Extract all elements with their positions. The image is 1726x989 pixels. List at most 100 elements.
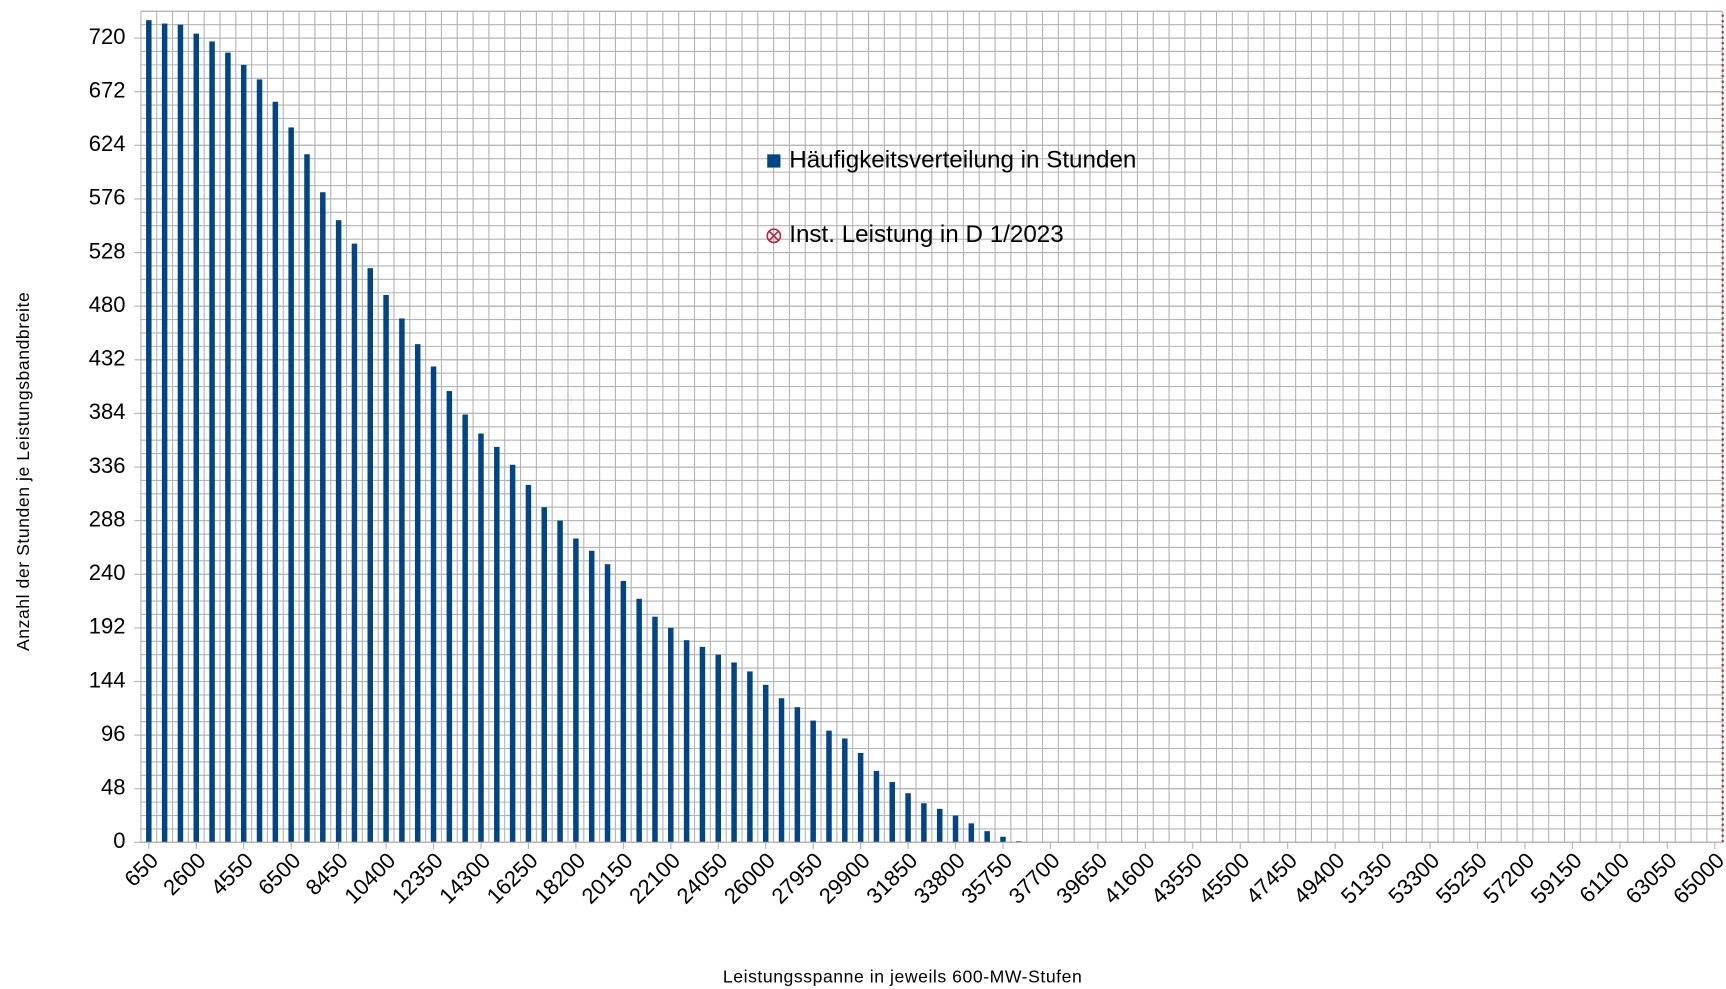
y-tick-label: 0 [113, 828, 125, 853]
bar [177, 24, 184, 843]
y-tick-label: 432 [89, 346, 126, 371]
legend-label: Inst. Leistung in D 1/2023 [789, 221, 1063, 248]
x-tick-label: 14300 [434, 848, 495, 909]
legend-swatch [767, 154, 781, 168]
bar [826, 730, 832, 843]
bar [762, 684, 769, 843]
bar [209, 41, 215, 843]
x-tick-label: 37700 [1004, 848, 1065, 909]
x-tick-label: 16250 [482, 848, 543, 909]
bar [557, 520, 563, 843]
x-tick-label: 41600 [1099, 848, 1160, 909]
bar [731, 662, 737, 843]
bar [494, 446, 500, 843]
bar [320, 192, 326, 843]
bar [414, 344, 421, 843]
bar [509, 464, 516, 843]
x-axis-title: Leistungsspanne in jeweils 600-MW-Stufen [723, 966, 1082, 986]
bar [652, 616, 658, 843]
y-tick-label: 528 [89, 238, 126, 263]
bar [367, 268, 374, 843]
x-tick-label: 26000 [719, 848, 780, 909]
x-tick-label: 18200 [529, 848, 590, 909]
y-tick-label: 480 [89, 292, 126, 317]
x-tick-label: 51350 [1336, 848, 1397, 909]
y-tick-label: 720 [89, 24, 126, 49]
bar [857, 752, 864, 843]
legend-swatch [766, 228, 782, 244]
y-tick-label: 96 [101, 721, 125, 746]
bar [525, 484, 532, 843]
x-tick-label: 65000 [1668, 848, 1726, 909]
x-tick-label: 45500 [1194, 848, 1255, 909]
bar [921, 803, 927, 843]
bar [146, 20, 152, 843]
bar [842, 738, 848, 843]
x-tick-label: 6500 [253, 848, 305, 900]
bar [604, 564, 611, 843]
bar [240, 64, 247, 843]
bar [573, 538, 579, 843]
x-tick-label: 2600 [158, 848, 210, 900]
bar [794, 707, 801, 843]
y-tick-label: 48 [101, 775, 125, 800]
bar [873, 770, 880, 843]
bar [968, 823, 975, 843]
bar [304, 154, 310, 843]
bar [699, 646, 706, 843]
bar [952, 815, 959, 843]
bar [889, 782, 896, 843]
y-tick-label: 336 [89, 453, 126, 478]
y-tick-label: 192 [89, 614, 126, 639]
bar [984, 831, 990, 843]
x-tick-label: 63050 [1621, 848, 1682, 909]
y-tick-label: 576 [89, 185, 126, 210]
x-tick-label: 650 [119, 848, 163, 892]
bar [288, 127, 294, 843]
y-tick-label: 144 [89, 667, 126, 692]
bar [430, 366, 437, 843]
bar [462, 414, 468, 843]
x-tick-label: 29900 [814, 848, 875, 909]
bar [747, 671, 753, 843]
y-tick-label: 288 [89, 506, 126, 531]
bar [478, 433, 484, 843]
x-tick-label: 31850 [861, 848, 922, 909]
x-tick-label: 57200 [1478, 848, 1539, 909]
x-tick-label: 24050 [672, 848, 733, 909]
bar [1000, 836, 1006, 843]
x-tick-label: 59150 [1526, 848, 1587, 909]
x-tick-label: 27950 [766, 848, 827, 909]
bar [541, 507, 548, 843]
bar [383, 294, 389, 843]
x-tick-label: 55250 [1431, 848, 1492, 909]
x-tick-label: 33800 [909, 848, 970, 909]
x-tick-label: 43550 [1146, 848, 1207, 909]
bar [683, 640, 690, 843]
bar [620, 580, 627, 843]
bar [905, 793, 911, 843]
bar [351, 243, 358, 843]
bar [225, 52, 231, 843]
x-tick-label: 49400 [1288, 848, 1349, 909]
y-tick-label: 240 [89, 560, 126, 585]
legend-label: Häufigkeitsverteilung in Stunden [789, 146, 1136, 173]
bar [668, 627, 674, 843]
bar [636, 598, 642, 843]
bar [588, 550, 595, 843]
bar [446, 391, 453, 843]
bar [715, 654, 722, 843]
bar [778, 698, 785, 843]
legend-swatch [768, 230, 779, 241]
x-tick-label: 61100 [1574, 848, 1634, 908]
x-tick-label: 22100 [624, 848, 685, 909]
y-tick-label: 624 [89, 131, 126, 156]
x-tick-label: 47450 [1241, 848, 1302, 909]
bar [1016, 841, 1022, 843]
bar [193, 33, 200, 843]
bar [399, 318, 405, 843]
x-tick-label: 12350 [387, 848, 448, 909]
bar [256, 79, 263, 843]
